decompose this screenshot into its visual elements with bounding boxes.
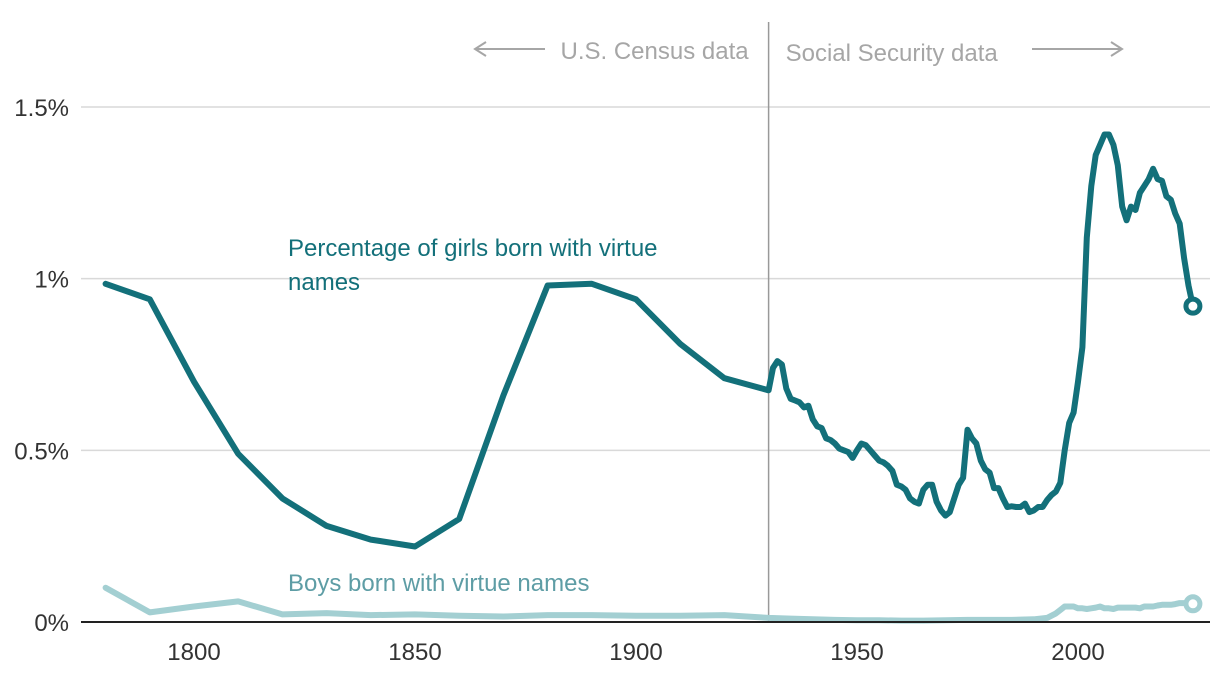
right-arrow-head-icon — [1110, 41, 1124, 57]
x-tick-label: 1950 — [830, 639, 883, 666]
boys-series-line — [102, 584, 1196, 624]
boys-series-label: Boys born with virtue names — [288, 570, 589, 597]
social-security-source-label: Social Security data — [786, 40, 1124, 67]
girls-series-end-marker — [1183, 296, 1203, 316]
census-source-label: U.S. Census data — [473, 38, 749, 65]
grid-lines — [81, 106, 1210, 452]
x-tick-label: 1900 — [609, 639, 662, 666]
y-tick-label: 1.5% — [14, 95, 69, 122]
social-security-data-label: Social Security data — [786, 40, 999, 67]
y-tick-label: 0.5% — [14, 438, 69, 465]
y-tick-label: 0% — [34, 610, 69, 637]
series-layer — [102, 131, 1203, 624]
x-tick-label: 2000 — [1051, 639, 1104, 666]
y-tick-label: 1% — [34, 267, 69, 294]
x-tick-label: 1800 — [167, 639, 220, 666]
y-axis-tick-labels: 0% 0.5% 1% 1.5% — [14, 95, 69, 637]
boys-series-end-marker — [1183, 594, 1203, 614]
x-tick-label: 1850 — [388, 639, 441, 666]
x-axis-tick-labels: 1800 1850 1900 1950 2000 — [167, 639, 1104, 666]
girls-series-label-line-1: Percentage of girls born with virtue — [288, 235, 658, 262]
girls-series-label-line-2: names — [288, 269, 360, 296]
census-data-label: U.S. Census data — [560, 38, 749, 65]
left-arrow-head-icon — [473, 41, 487, 57]
girls-series-line — [102, 131, 1196, 550]
